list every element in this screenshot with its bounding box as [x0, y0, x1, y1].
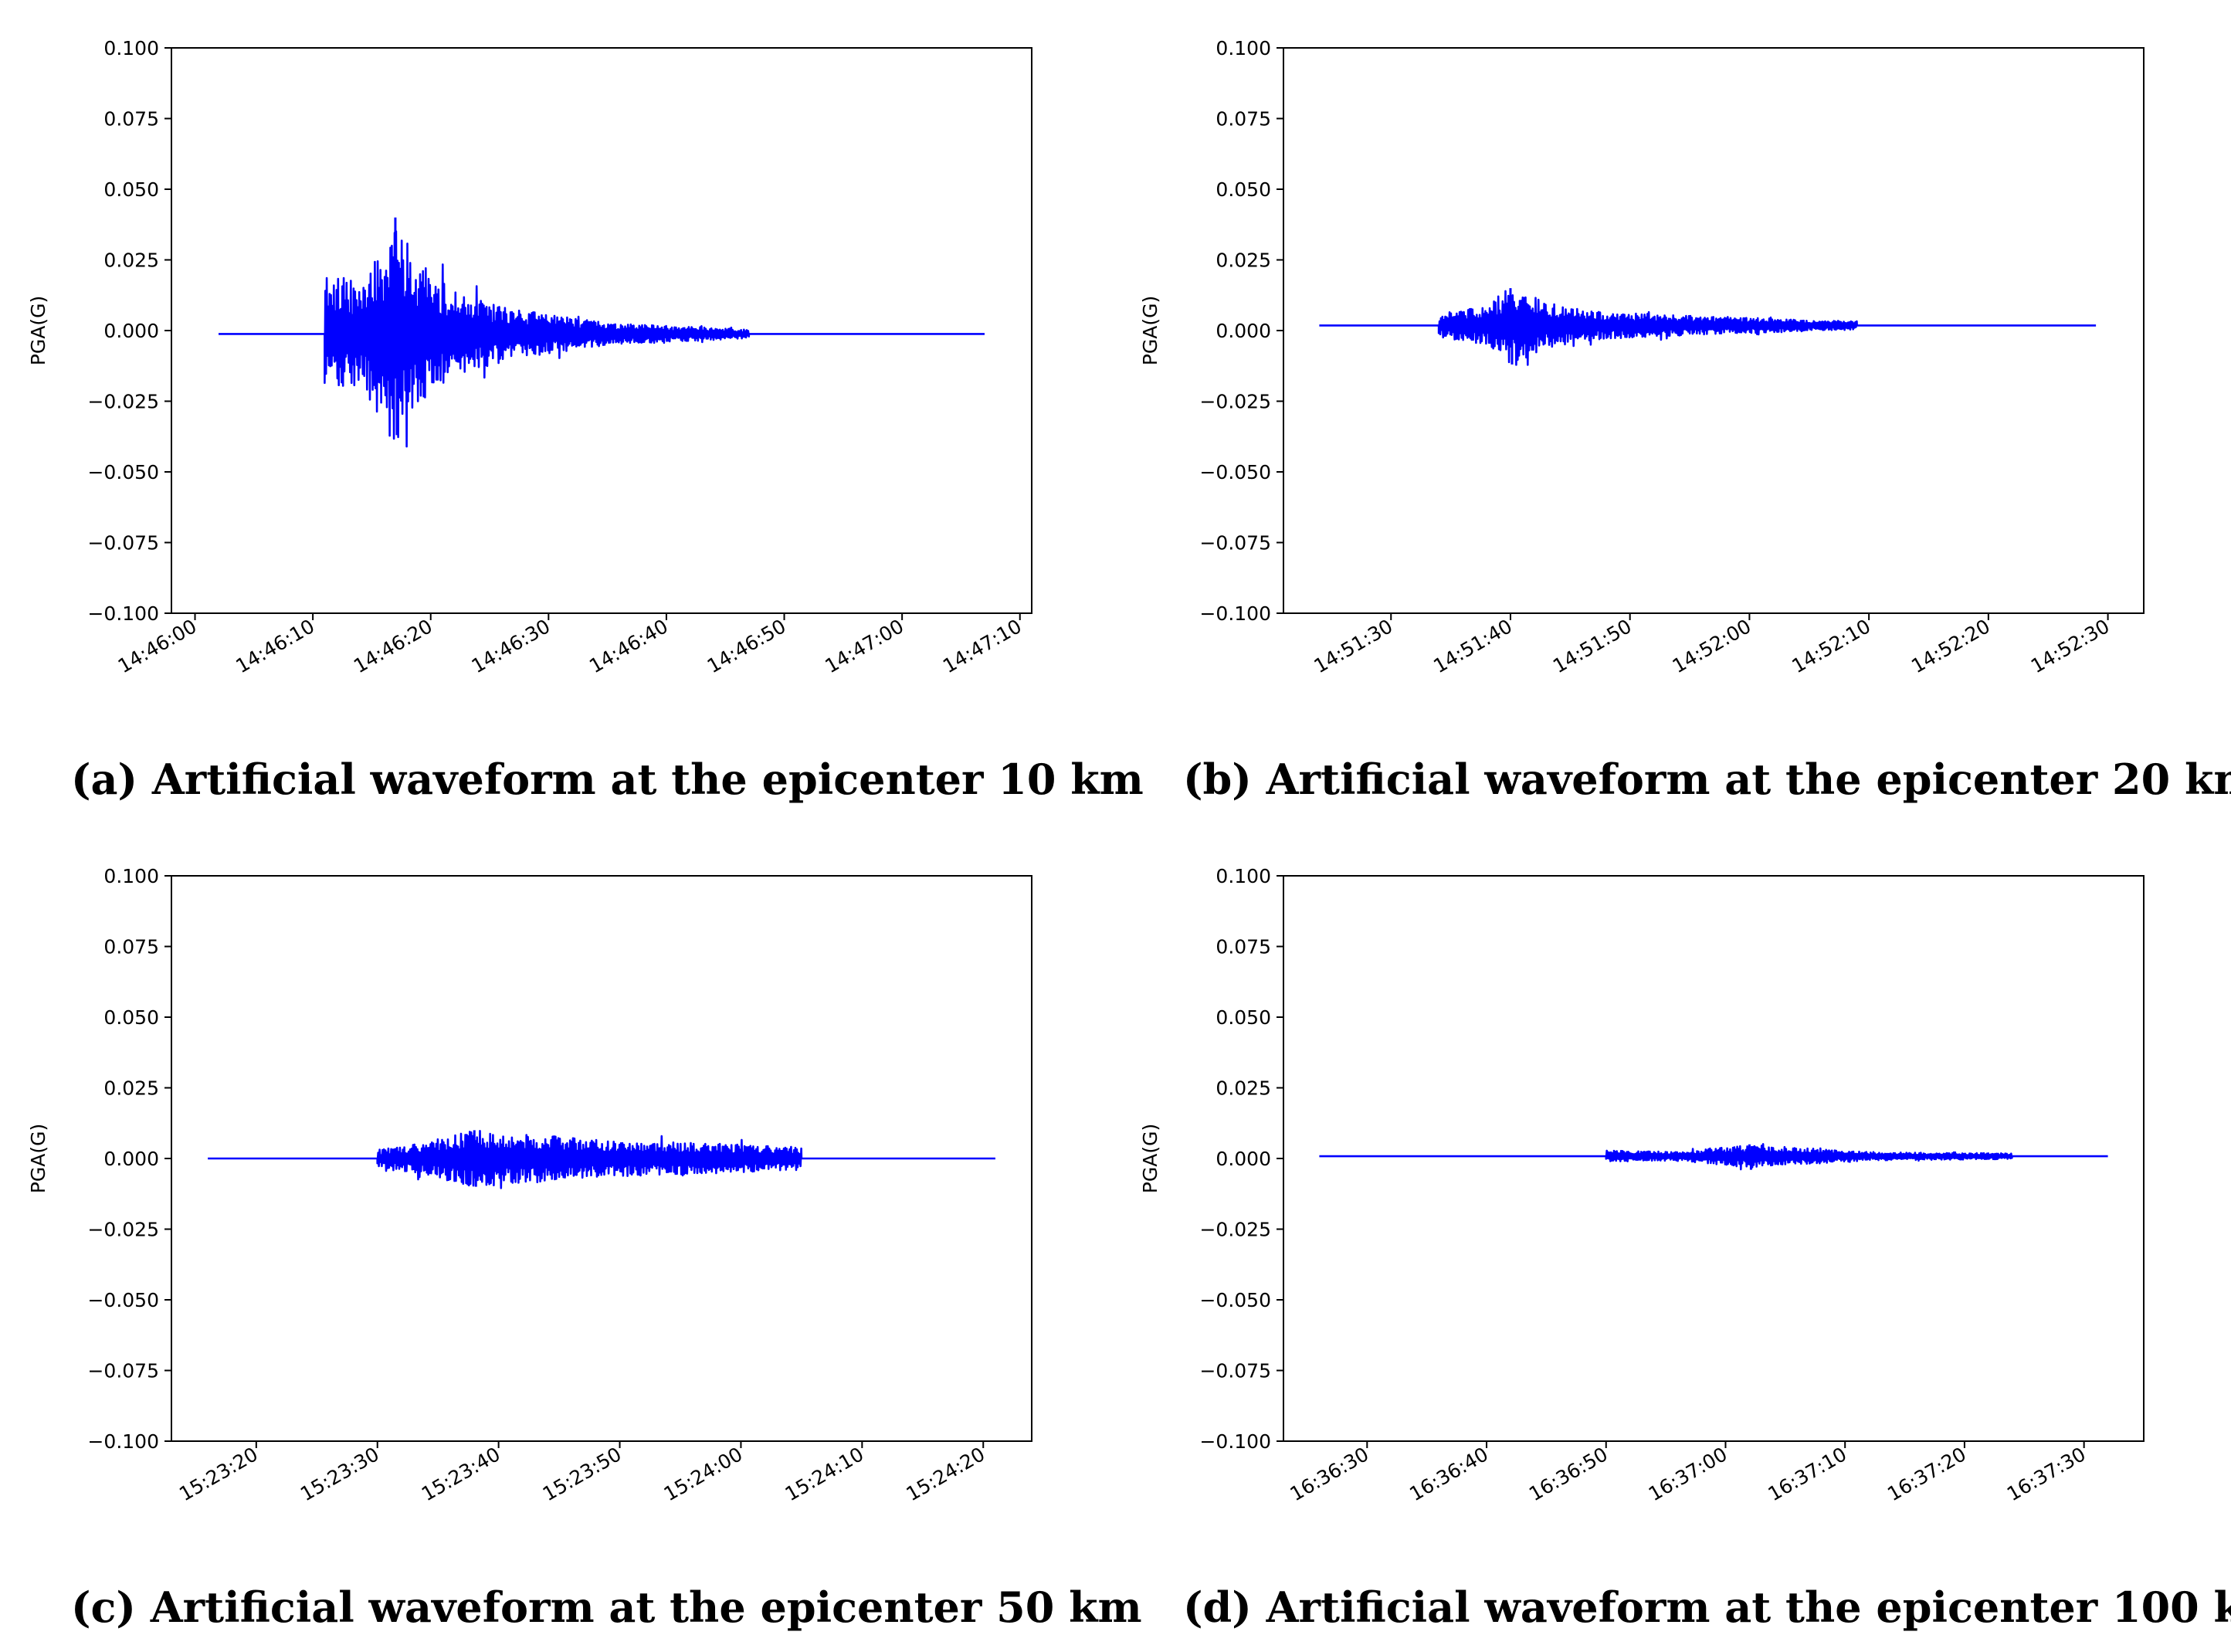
caption-c: (c) Artificial waveform at the epicenter…	[71, 1582, 1142, 1632]
y-tick-label: −0.050	[1199, 1289, 1271, 1311]
y-axis-label: PGA(G)	[27, 1124, 49, 1193]
x-tick-label: 15:24:10	[782, 1443, 868, 1505]
y-tick-label: −0.025	[1199, 391, 1271, 413]
y-tick-label: 0.025	[1216, 249, 1271, 272]
x-tick-label: 15:24:20	[903, 1443, 989, 1505]
x-tick-label: 14:51:50	[1549, 615, 1636, 677]
x-tick-label: 14:51:30	[1310, 615, 1397, 677]
x-tick-label: 16:36:30	[1287, 1443, 1373, 1505]
x-tick-label: 14:52:10	[1788, 615, 1874, 677]
x-tick-label: 14:46:10	[232, 615, 318, 677]
x-tick-label: 16:36:40	[1405, 1443, 1492, 1505]
y-tick-label: −0.050	[1199, 461, 1271, 483]
x-tick-label: 15:23:40	[418, 1443, 504, 1505]
y-tick-label: 0.000	[1216, 1148, 1271, 1170]
plot-frame	[171, 875, 1032, 1442]
y-tick-label: −0.075	[1199, 1360, 1271, 1382]
x-tick-label: 14:46:50	[704, 615, 790, 677]
y-tick-label: 0.075	[1216, 936, 1271, 958]
y-tick-label: −0.100	[87, 1430, 159, 1453]
x-tick-label: 14:46:20	[350, 615, 436, 677]
x-tick-label: 15:23:50	[539, 1443, 626, 1505]
y-tick-label: −0.025	[87, 1219, 159, 1241]
chart-panel-c: 0.100 0.075 0.050 0.025 0.000 −0.025 −0.050 −0.…	[27, 865, 1032, 1505]
caption-a: (a) Artificial waveform at the epicenter…	[71, 755, 1144, 804]
chart-panel-a: 0.100 0.075 0.050 0.025 0.000 −0.025 −0.050 −0.…	[27, 37, 1032, 677]
y-tick-label: 0.050	[1216, 178, 1271, 201]
x-tick-label: 14:52:20	[1907, 615, 1994, 677]
y-tick-label: 0.100	[1216, 865, 1271, 887]
y-tick-label: 0.075	[103, 936, 159, 958]
y-tick-label: 0.025	[103, 249, 159, 272]
y-tick-label: −0.025	[87, 391, 159, 413]
y-tick-label: 0.025	[1216, 1077, 1271, 1100]
y-tick-label: 0.100	[103, 865, 159, 887]
x-tick-label: 16:37:30	[2003, 1443, 2090, 1505]
y-tick-label: 0.025	[103, 1077, 159, 1100]
y-axis-label: PGA(G)	[27, 296, 49, 365]
series-line-waveform-a	[219, 230, 985, 448]
caption-d: (d) Artificial waveform at the epicenter…	[1183, 1582, 2231, 1632]
x-tick-label: 16:36:50	[1525, 1443, 1612, 1505]
x-tick-label: 14:52:00	[1669, 615, 1755, 677]
plot-frame	[1283, 47, 2145, 614]
x-tick-label: 14:47:10	[939, 615, 1026, 677]
y-tick-label: 0.050	[103, 1006, 159, 1029]
series-line-waveform-b	[1319, 290, 2097, 366]
caption-b: (b) Artificial waveform at the epicenter…	[1183, 755, 2231, 804]
plot-frame	[1283, 875, 2145, 1442]
y-tick-label: −0.075	[87, 532, 159, 555]
y-tick-label: −0.100	[87, 602, 159, 625]
y-tick-label: 0.000	[103, 1148, 159, 1170]
y-tick-label: −0.025	[1199, 1219, 1271, 1241]
x-tick-label: 14:46:30	[468, 615, 554, 677]
y-tick-label: −0.050	[87, 461, 159, 483]
x-tick-label: 14:52:30	[2027, 615, 2114, 677]
y-axis-label: PGA(G)	[1139, 1124, 1161, 1193]
y-tick-label: 0.075	[1216, 108, 1271, 131]
y-tick-label: 0.050	[1216, 1006, 1271, 1029]
series-line-waveform-d	[1319, 1143, 2108, 1171]
plot-frame	[171, 47, 1032, 614]
y-tick-label: 0.000	[103, 320, 159, 342]
chart-panel-b: 0.100 0.075 0.050 0.025 0.000 −0.025 −0.050 −0.…	[1139, 37, 2145, 677]
x-tick-label: 15:23:20	[175, 1443, 262, 1505]
y-tick-label: 0.075	[103, 108, 159, 131]
x-tick-label: 14:47:00	[821, 615, 907, 677]
series-line-waveform-c	[208, 1130, 995, 1189]
chart-panel-d: 0.100 0.075 0.050 0.025 0.000 −0.025 −0.050 −0.…	[1139, 865, 2145, 1505]
y-tick-label: −0.100	[1199, 602, 1271, 625]
y-tick-label: 0.000	[1216, 320, 1271, 342]
y-tick-label: −0.075	[1199, 532, 1271, 555]
y-tick-label: 0.100	[103, 37, 159, 59]
x-tick-label: 15:24:00	[660, 1443, 747, 1505]
x-tick-label: 14:46:40	[585, 615, 672, 677]
y-tick-label: 0.050	[103, 178, 159, 201]
x-tick-label: 15:23:30	[297, 1443, 383, 1505]
y-tick-label: 0.100	[1216, 37, 1271, 59]
x-tick-label: 16:37:00	[1645, 1443, 1731, 1505]
x-tick-label: 14:51:40	[1429, 615, 1516, 677]
y-tick-label: −0.075	[87, 1360, 159, 1382]
y-tick-label: −0.050	[87, 1289, 159, 1311]
x-tick-label: 16:37:20	[1883, 1443, 1970, 1505]
y-axis-label: PGA(G)	[1139, 296, 1161, 365]
x-tick-label: 16:37:10	[1764, 1443, 1850, 1505]
y-tick-label: −0.100	[1199, 1430, 1271, 1453]
